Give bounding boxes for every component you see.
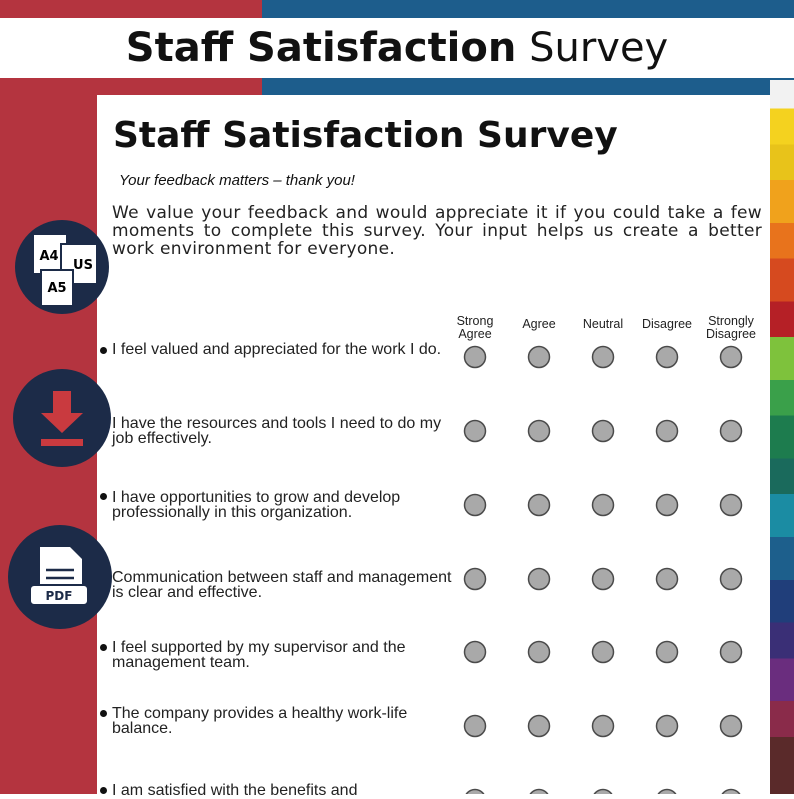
download-icon bbox=[13, 369, 111, 467]
radio-button[interactable] bbox=[719, 419, 743, 443]
radio-button[interactable] bbox=[463, 567, 487, 591]
bullet bbox=[100, 493, 107, 500]
radio-button[interactable] bbox=[591, 567, 615, 591]
size-icon-graphic: A4 US A5 bbox=[32, 233, 98, 307]
size-label: US bbox=[73, 258, 93, 273]
size-label: A5 bbox=[47, 281, 66, 296]
radio-button[interactable] bbox=[719, 345, 743, 369]
radio-button[interactable] bbox=[657, 788, 678, 795]
banner: Staff Satisfaction Survey bbox=[0, 18, 794, 78]
question: Communication between staff and manageme… bbox=[112, 569, 452, 601]
radio-button[interactable] bbox=[593, 788, 614, 795]
radio-button[interactable] bbox=[591, 419, 615, 443]
pencils bbox=[770, 80, 794, 794]
radio-button[interactable] bbox=[721, 788, 742, 795]
bullet bbox=[100, 347, 107, 354]
radio-button[interactable] bbox=[463, 419, 487, 443]
radio-button[interactable] bbox=[655, 345, 679, 369]
bullet bbox=[100, 787, 107, 794]
radio-button[interactable] bbox=[463, 714, 487, 738]
pdf-icon: PDF bbox=[8, 525, 112, 629]
size-icon: A4 US A5 bbox=[15, 220, 109, 314]
banner-title-regular: Survey bbox=[529, 25, 669, 71]
size-label: A4 bbox=[39, 249, 58, 264]
radio-button[interactable] bbox=[591, 493, 615, 517]
question: I have opportunities to grow and develop… bbox=[112, 489, 401, 521]
radio-button[interactable] bbox=[655, 419, 679, 443]
radio-button[interactable] bbox=[719, 493, 743, 517]
radio-button[interactable] bbox=[527, 567, 551, 591]
scale-label: Disagree bbox=[641, 317, 693, 331]
radio-button[interactable] bbox=[591, 640, 615, 664]
radio-button[interactable] bbox=[465, 788, 486, 795]
doc-subtitle: Your feedback matters – thank you! bbox=[119, 172, 355, 189]
radio-button[interactable] bbox=[655, 640, 679, 664]
radio-button[interactable] bbox=[527, 640, 551, 664]
question: I feel valued and appreciated for the wo… bbox=[112, 341, 442, 358]
scale-label: Agree bbox=[522, 317, 556, 331]
pdf-label: PDF bbox=[46, 589, 73, 603]
banner-title-bold: Staff Satisfaction bbox=[125, 25, 517, 71]
doc-title: Staff Satisfaction Survey bbox=[113, 115, 618, 156]
radio-button[interactable] bbox=[463, 640, 487, 664]
radio-button[interactable] bbox=[527, 493, 551, 517]
scale-label: Strongly Disagree bbox=[705, 314, 757, 341]
question: I have the resources and tools I need to… bbox=[112, 415, 442, 447]
doc-intro: We value your feedback and would appreci… bbox=[112, 203, 762, 259]
pdf-graphic: PDF bbox=[29, 547, 89, 606]
question: I feel supported by my supervisor and th… bbox=[112, 639, 406, 671]
scale-label: Neutral bbox=[582, 317, 624, 331]
question: The company provides a healthy work-life… bbox=[112, 705, 408, 737]
radio-button[interactable] bbox=[591, 345, 615, 369]
radio-button[interactable] bbox=[529, 788, 550, 795]
radio-button[interactable] bbox=[655, 493, 679, 517]
radio-button[interactable] bbox=[463, 345, 487, 369]
radio-button[interactable] bbox=[527, 714, 551, 738]
radio-button[interactable] bbox=[655, 714, 679, 738]
scale-label: Strong Agree bbox=[456, 314, 494, 341]
download-graphic bbox=[41, 391, 83, 446]
radio-button[interactable] bbox=[719, 640, 743, 664]
radio-button[interactable] bbox=[527, 419, 551, 443]
radio-button[interactable] bbox=[527, 345, 551, 369]
radio-button[interactable] bbox=[719, 714, 743, 738]
bullet bbox=[100, 710, 107, 717]
bullet bbox=[100, 644, 107, 651]
paper bbox=[97, 95, 770, 794]
radio-button[interactable] bbox=[591, 714, 615, 738]
radio-button[interactable] bbox=[719, 567, 743, 591]
radio-button[interactable] bbox=[463, 493, 487, 517]
radio-button[interactable] bbox=[655, 567, 679, 591]
